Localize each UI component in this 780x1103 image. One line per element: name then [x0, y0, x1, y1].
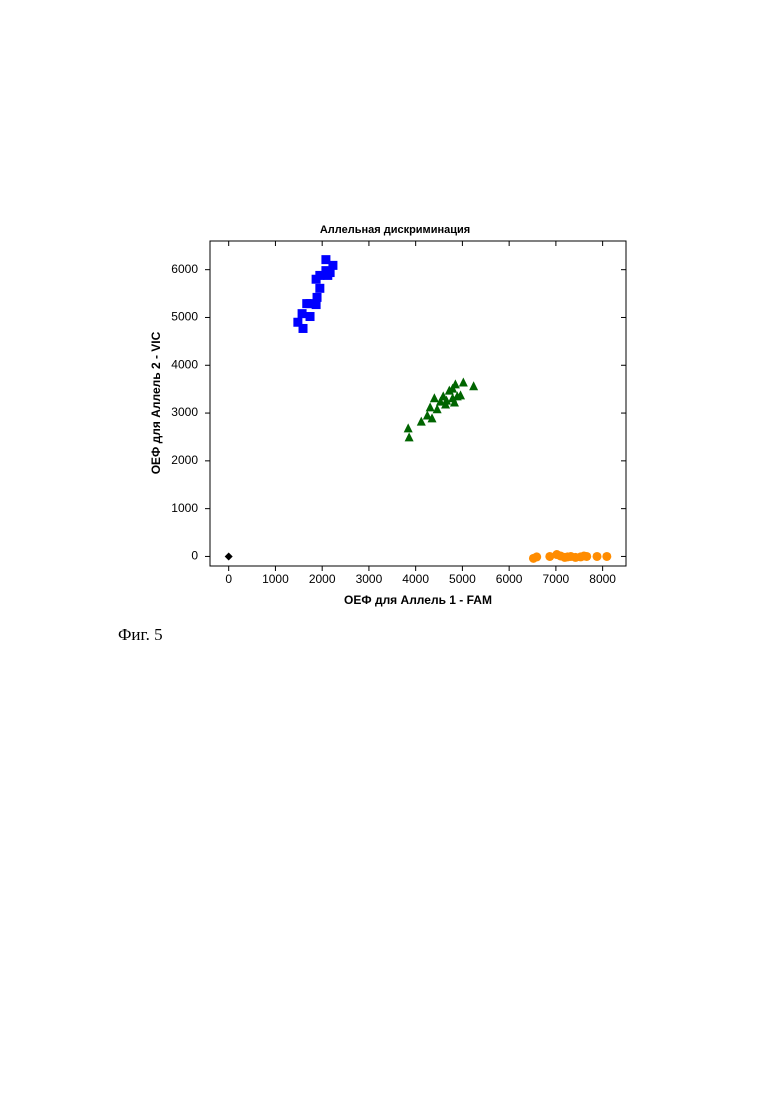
- x-axis-label: ОЕФ для Аллель 1 - FAM: [344, 593, 492, 607]
- y-tick-label: 2000: [171, 453, 198, 467]
- x-tick-label: 6000: [496, 572, 523, 586]
- x-tick-label: 2000: [309, 572, 336, 586]
- figure-caption: Фиг. 5: [118, 625, 163, 644]
- x-tick-label: 3000: [356, 572, 383, 586]
- x-tick-label: 0: [225, 572, 232, 586]
- x-tick-label: 5000: [449, 572, 476, 586]
- point: [323, 271, 332, 280]
- point: [313, 293, 322, 302]
- point: [532, 552, 541, 561]
- point: [299, 324, 308, 333]
- x-tick-label: 7000: [543, 572, 570, 586]
- x-tick-label: 8000: [589, 572, 616, 586]
- point: [306, 312, 315, 321]
- y-tick-label: 3000: [171, 405, 198, 419]
- y-axis-label: ОЕФ для Аллель 2 - VIC: [149, 331, 163, 474]
- y-tick-label: 4000: [171, 357, 198, 371]
- point: [298, 309, 307, 318]
- point: [315, 284, 324, 293]
- y-tick-label: 5000: [171, 310, 198, 324]
- point: [593, 552, 602, 561]
- point: [328, 261, 337, 270]
- x-tick-label: 1000: [262, 572, 289, 586]
- figure: Аллельная дискриминация ОЕФ для Аллель 1…: [0, 0, 780, 1103]
- point: [602, 552, 611, 561]
- y-tick-label: 0: [191, 549, 198, 563]
- y-tick-label: 1000: [171, 501, 198, 515]
- point: [582, 552, 591, 561]
- y-tick-label: 6000: [171, 262, 198, 276]
- background: [0, 0, 780, 1103]
- x-tick-label: 4000: [402, 572, 429, 586]
- page: Аллельная дискриминация ОЕФ для Аллель 1…: [0, 0, 780, 1103]
- chart-title: Аллельная дискриминация: [320, 224, 470, 236]
